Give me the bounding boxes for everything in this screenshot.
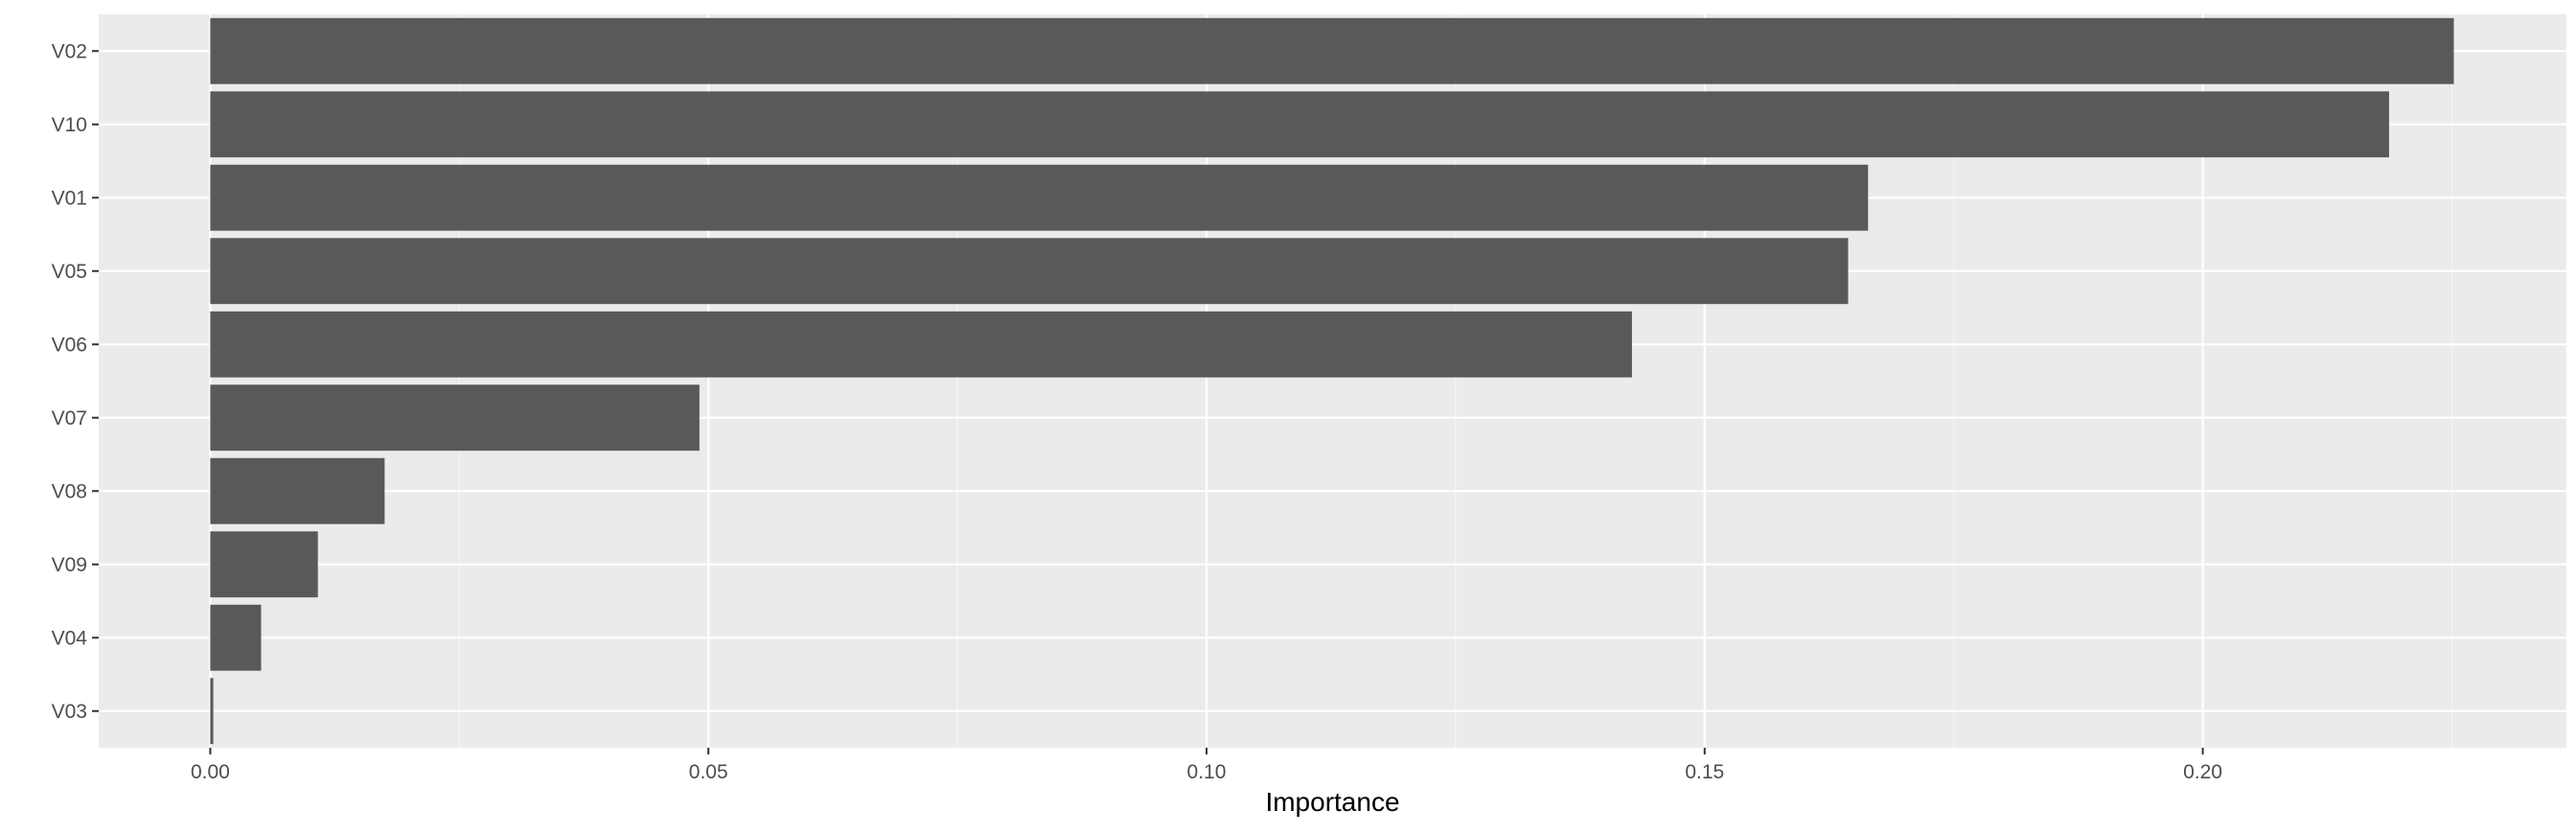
- y-tick-label: V10: [52, 114, 87, 136]
- y-tick-label: V07: [52, 407, 87, 429]
- x-tick-label: 0.00: [191, 761, 230, 783]
- bar-v09: [210, 531, 318, 598]
- x-tick-label: 0.15: [1685, 761, 1724, 783]
- y-tick-label: V02: [52, 40, 87, 62]
- bar-v05: [210, 238, 1849, 305]
- y-tick-label: V05: [52, 261, 87, 283]
- bar-v03: [210, 678, 214, 745]
- bar-v06: [210, 311, 1632, 378]
- x-tick-label: 0.20: [2183, 761, 2222, 783]
- bar-v01: [210, 164, 1869, 231]
- y-tick-label: V09: [52, 554, 87, 576]
- bar-v08: [210, 457, 385, 524]
- bars: [210, 17, 2454, 745]
- bar-v07: [210, 384, 700, 452]
- y-tick-label: V08: [52, 480, 87, 502]
- y-tick-label: V06: [52, 334, 87, 356]
- x-tick-label: 0.10: [1187, 761, 1227, 783]
- bar-v04: [210, 604, 262, 671]
- x-axis: 0.00 0.05 0.10 0.15 0.20: [191, 748, 2222, 783]
- x-tick-label: 0.05: [689, 761, 728, 783]
- x-axis-title: Importance: [1265, 787, 1399, 817]
- y-tick-label: V03: [52, 701, 87, 723]
- y-tick-label: V01: [52, 187, 87, 209]
- bar-v02: [210, 17, 2454, 84]
- y-tick-label: V04: [52, 627, 88, 649]
- bar-v10: [210, 91, 2389, 158]
- y-axis: V02 V10 V01 V05 V06 V07 V08 V09 V04 V03: [52, 40, 99, 723]
